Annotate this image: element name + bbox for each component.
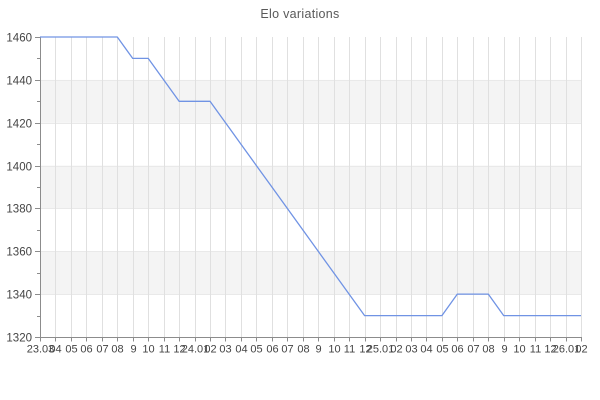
x-tick-label: 07 <box>281 344 293 356</box>
x-tick-label: 02 <box>204 344 216 356</box>
x-tick-label: 9 <box>130 344 136 356</box>
y-tick-label: 1360 <box>6 247 32 259</box>
x-tick-label: 08 <box>111 344 123 356</box>
x-tick-label: 11 <box>344 344 355 356</box>
x-tick-label: 12 <box>544 344 556 356</box>
x-tick-label: 08 <box>482 344 494 356</box>
y-tick-label: 1400 <box>6 162 32 174</box>
x-tick-label: 12 <box>173 344 185 356</box>
x-tick-label: 9 <box>501 344 507 356</box>
y-tick-label: 1380 <box>6 204 32 216</box>
elo-series-line <box>40 36 581 317</box>
x-tick-label: 04 <box>420 344 432 356</box>
band-row <box>40 251 581 295</box>
x-tick-label: 02 <box>390 344 402 356</box>
x-tick-label: 04 <box>235 344 247 356</box>
x-tick-label: 26.01 <box>553 344 581 356</box>
y-tick-label: 1340 <box>6 290 32 302</box>
x-tick-label: 06 <box>80 344 92 356</box>
x-tick-label: 12 <box>359 344 371 356</box>
x-tick-label: 24.01 <box>182 344 210 356</box>
x-tick-label: 03 <box>219 344 231 356</box>
x-tick-label: 11 <box>159 344 170 356</box>
x-tick-label: 03 <box>405 344 417 356</box>
x-tick-label: 05 <box>250 344 262 356</box>
x-tick-label: 07 <box>467 344 479 356</box>
band-row <box>40 79 581 123</box>
x-tick-label: 06 <box>266 344 278 356</box>
x-tick-label: 11 <box>530 344 541 356</box>
x-tick-label: 10 <box>328 344 340 356</box>
x-tick-label: 07 <box>96 344 108 356</box>
x-tick-label: 10 <box>513 344 525 356</box>
x-tick-label: 02 <box>575 344 587 356</box>
x-tick-label: 04 <box>49 344 61 356</box>
band-row <box>40 165 581 209</box>
y-tick-label: 1440 <box>6 76 32 88</box>
y-tick-label: 1320 <box>6 333 32 345</box>
x-tick-label: 25.01 <box>367 344 395 356</box>
y-tick-label: 1420 <box>6 119 32 131</box>
x-tick-label: 05 <box>436 344 448 356</box>
x-tick-label: 05 <box>65 344 77 356</box>
chart-title: Elo variations <box>260 7 340 21</box>
x-tick-label: 9 <box>315 344 321 356</box>
x-tick-label: 06 <box>451 344 463 356</box>
x-tick-label: 08 <box>297 344 309 356</box>
x-tick-label: 10 <box>142 344 154 356</box>
x-tick-label: 23.03 <box>27 344 55 356</box>
y-tick-label: 1460 <box>6 33 32 45</box>
